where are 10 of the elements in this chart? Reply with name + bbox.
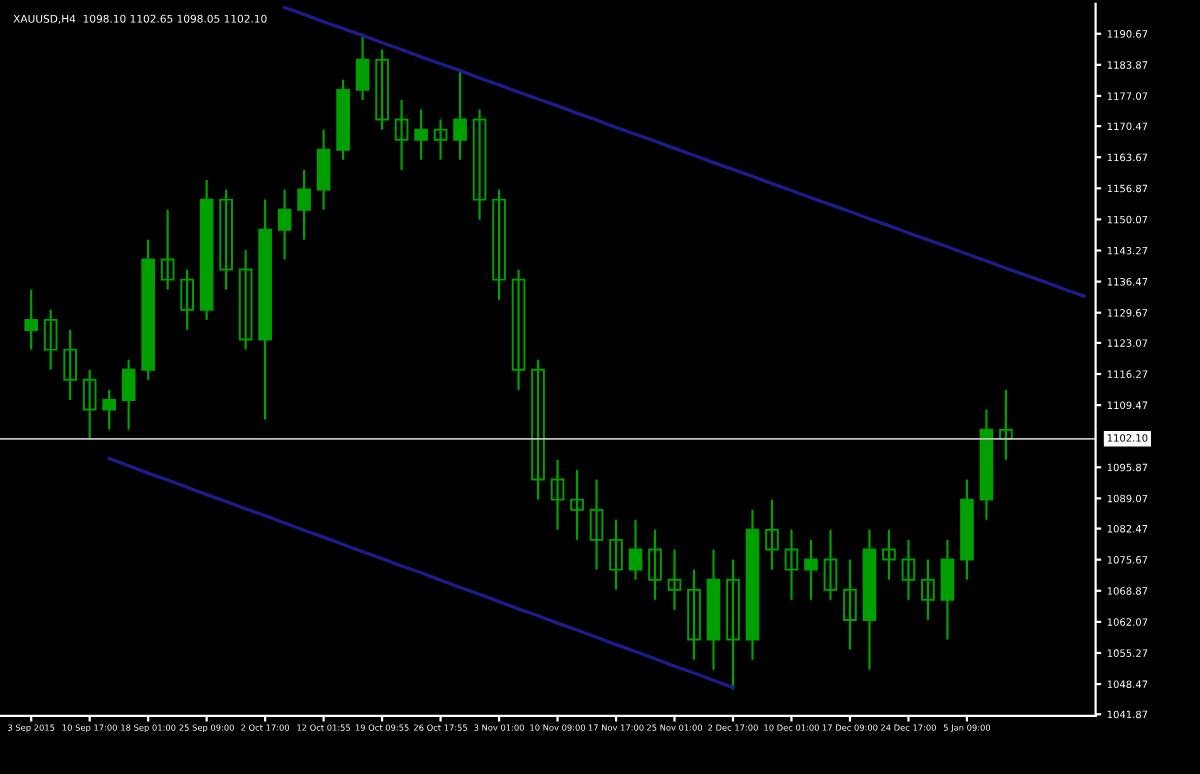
candlestick <box>609 518 623 591</box>
candlestick <box>102 388 116 431</box>
candlestick <box>414 108 428 161</box>
candlestick <box>24 288 39 351</box>
line-series <box>107 456 735 690</box>
candlestick <box>882 528 896 581</box>
candlestick <box>570 468 584 541</box>
line-series <box>282 5 1086 298</box>
candlestick <box>43 308 58 371</box>
candlestick <box>804 538 818 601</box>
